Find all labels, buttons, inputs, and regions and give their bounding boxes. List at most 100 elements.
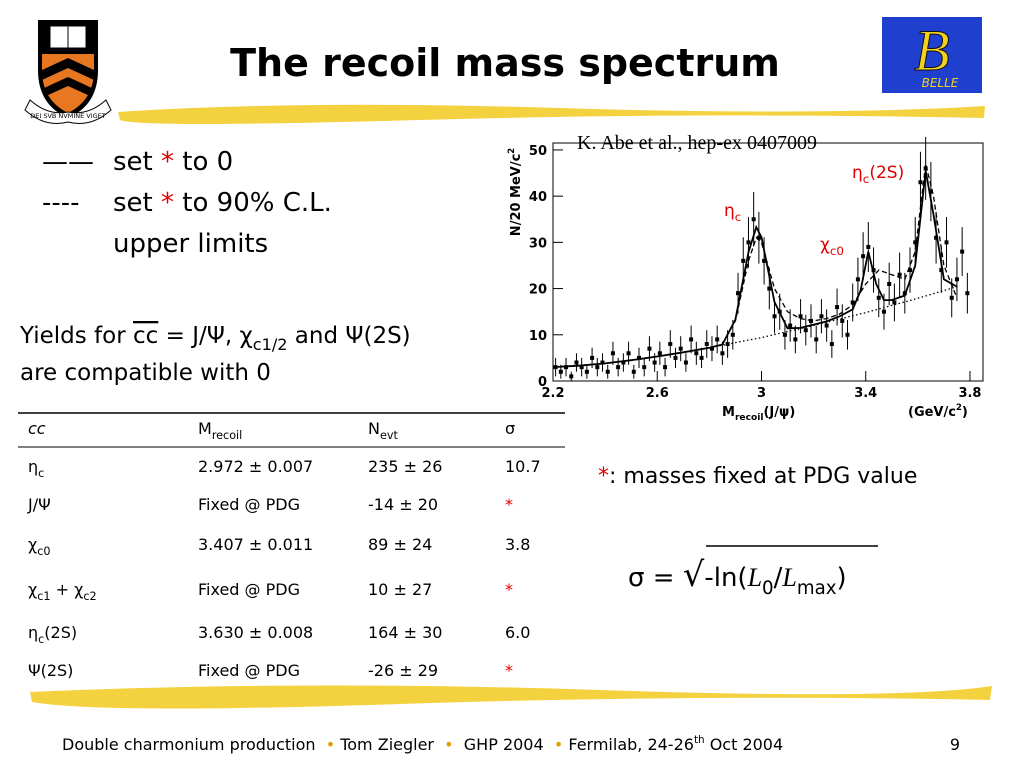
- brush-top: [118, 104, 985, 124]
- table-cell: χc0: [28, 535, 51, 558]
- text-segment: •: [554, 735, 563, 754]
- text-segment: -26 ± 29: [368, 661, 438, 680]
- text-segment: σ: [505, 419, 515, 438]
- x-tick-label: 2.6: [646, 386, 669, 401]
- text-segment: 6.0: [505, 623, 530, 642]
- data-point: [678, 346, 683, 351]
- y-tick-label: 0: [538, 375, 547, 390]
- table-cell: 235 ± 26: [368, 457, 442, 476]
- data-point: [850, 300, 855, 305]
- text-segment: (2S): [869, 163, 904, 183]
- text-segment: 2: [506, 148, 516, 154]
- text-segment: evt: [380, 429, 399, 442]
- data-point: [709, 346, 714, 351]
- data-point: [897, 272, 902, 277]
- data-point: [881, 309, 886, 314]
- text-segment: χ: [28, 535, 37, 554]
- data-point: [668, 342, 673, 347]
- table-cell: χc1 + χc2: [28, 580, 97, 603]
- data-point: [663, 365, 668, 370]
- text-segment: Fermilab, 24-26: [563, 735, 694, 754]
- table-header-cell: cc: [28, 419, 46, 438]
- text-segment: (J/ψ): [763, 405, 795, 420]
- y-tick-label: 50: [529, 144, 547, 159]
- data-point: [954, 277, 959, 282]
- text-segment: •: [444, 735, 453, 754]
- data-point: [626, 351, 631, 356]
- data-point: [720, 351, 725, 356]
- data-point: [590, 355, 595, 360]
- y-axis-label: N/20 MeV/c2: [506, 148, 524, 237]
- note-line: set * to 0: [113, 147, 233, 177]
- text-segment: *: [505, 495, 513, 514]
- text-segment: are compatible with 0: [20, 360, 271, 386]
- data-point: [715, 337, 720, 342]
- text-segment: •: [326, 735, 335, 754]
- data-point: [913, 240, 918, 245]
- data-point: [824, 323, 829, 328]
- table-cell: *: [505, 661, 513, 680]
- data-point: [814, 337, 819, 342]
- y-tick-label: 40: [529, 190, 547, 205]
- text-segment: /: [774, 563, 783, 593]
- data-point: [908, 268, 913, 273]
- data-point: [746, 240, 751, 245]
- text-segment: Ψ(2S): [28, 661, 73, 680]
- data-point: [756, 235, 761, 240]
- data-point: [558, 369, 563, 374]
- data-point: [845, 332, 850, 337]
- text-segment: Fixed @ PDG: [198, 580, 300, 599]
- text-segment: and Ψ(2S): [287, 323, 410, 349]
- text-segment: = J/Ψ, χ: [158, 323, 252, 349]
- text-segment: ): [962, 405, 968, 420]
- text-segment: to 90% C.L.: [174, 188, 332, 218]
- data-point: [683, 360, 688, 365]
- table-cell: 3.630 ± 0.008: [198, 623, 313, 642]
- x-tick-label: 3.4: [854, 386, 877, 401]
- data-point: [949, 295, 954, 300]
- text-segment: 10 ± 27: [368, 580, 432, 599]
- text-segment: GHP 2004: [454, 735, 554, 754]
- belle-name: BELLE: [922, 76, 959, 90]
- data-point: [647, 346, 652, 351]
- text-segment: χ: [28, 580, 37, 599]
- table-cell: 2.972 ± 0.007: [198, 457, 313, 476]
- data-point: [699, 355, 704, 360]
- text-segment: c0: [830, 244, 844, 258]
- table-cell: *: [505, 580, 513, 599]
- data-point: [819, 314, 824, 319]
- data-point: [610, 351, 615, 356]
- text-segment: max: [797, 578, 837, 599]
- data-point: [621, 360, 626, 365]
- table-cell: 3.8: [505, 535, 530, 554]
- text-segment: -ln(: [704, 563, 747, 593]
- x-tick-label: 3: [757, 386, 766, 401]
- x-axis-unit: (GeV/c2): [908, 402, 968, 420]
- data-point: [918, 180, 923, 185]
- text-segment: set: [113, 188, 161, 218]
- text-segment: Fixed @ PDG: [198, 661, 300, 680]
- data-point: [887, 281, 892, 286]
- data-point: [652, 360, 657, 365]
- text-segment: cc: [133, 323, 158, 349]
- text-segment: c1: [37, 590, 50, 603]
- text-segment: 10.7: [505, 457, 541, 476]
- data-point: [892, 300, 897, 305]
- data-point: [605, 369, 610, 374]
- text-segment: c2: [83, 590, 96, 603]
- peak-label: χc0: [820, 235, 844, 258]
- data-point: [840, 318, 845, 323]
- data-point: [767, 286, 772, 291]
- text-segment: *: [505, 661, 513, 680]
- table-cell: 164 ± 30: [368, 623, 442, 642]
- data-point: [673, 355, 678, 360]
- text-segment: (2S): [44, 623, 77, 642]
- text-segment: c: [863, 172, 870, 186]
- line-style-symbol: ——: [42, 147, 94, 177]
- data-point: [772, 314, 777, 319]
- brush-bottom: [30, 685, 992, 709]
- belle-b: B: [914, 18, 949, 83]
- peak-label: ηc: [724, 201, 741, 224]
- text-segment: c: [38, 467, 44, 480]
- data-point: [798, 314, 803, 319]
